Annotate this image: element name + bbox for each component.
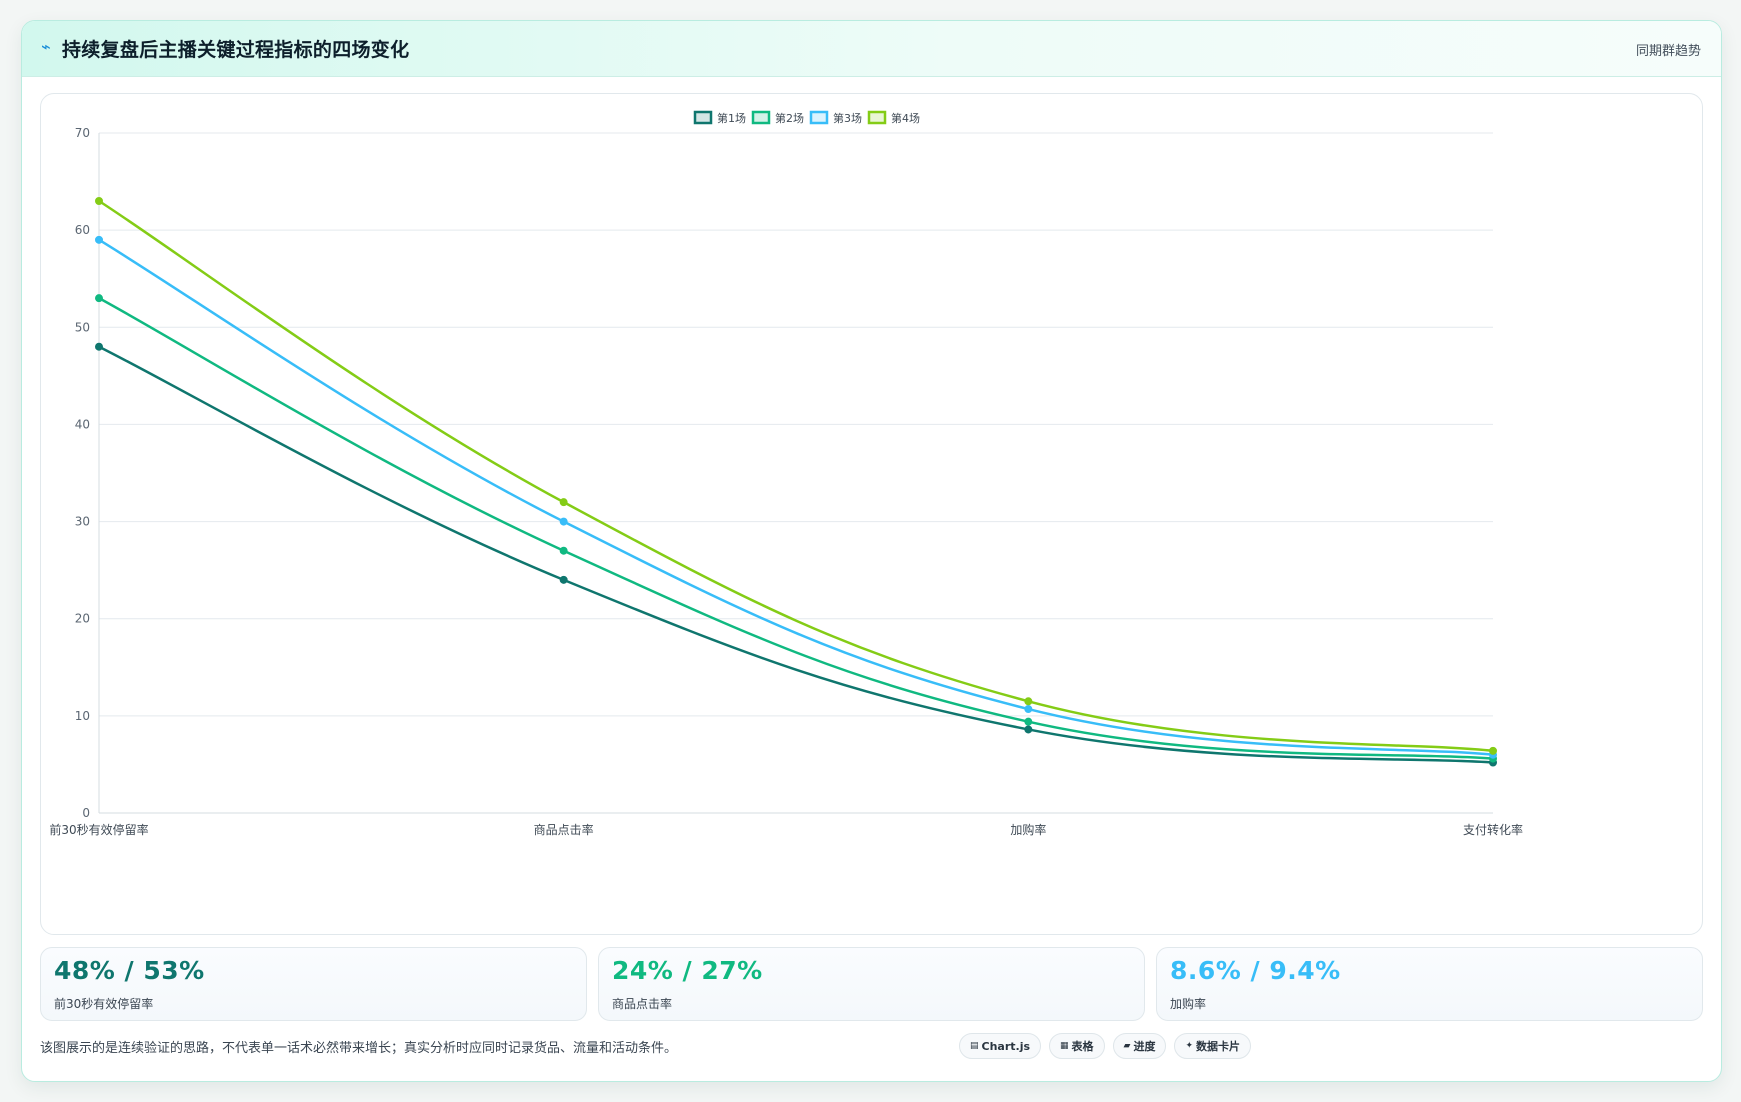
y-tick-label: 30 xyxy=(75,515,90,529)
data-point xyxy=(95,342,103,351)
kpi-label: 加购率 xyxy=(1170,997,1207,1011)
y-tick-label: 40 xyxy=(75,417,90,431)
legend-label: 第2场 xyxy=(775,111,804,125)
chartjs-button[interactable]: ▤ Chart.js xyxy=(959,1033,1042,1059)
header-tag: 同期群趋势 xyxy=(1635,44,1701,59)
data-point xyxy=(95,294,103,303)
data-point xyxy=(95,197,103,205)
tool-label: 进度 xyxy=(1133,1040,1156,1053)
data-point xyxy=(95,235,103,244)
line-chart: 0 10 20 30 40 50 60 70 前30秒有效停留率 商品点击率 加购率 支付转化率 第1场… xyxy=(49,110,1523,837)
legend-swatch xyxy=(693,110,713,125)
chart-card: ⌁ 持续复盘后主播关键过程指标的四场变化 同期群趋势 0 10 20 30 40 50 60… xyxy=(21,20,1722,1082)
kpi-card-retention: 48% / 53% 前30秒有效停留率 xyxy=(40,947,587,1021)
y-tick-label: 20 xyxy=(75,612,90,626)
chart-title: 持续复盘后主播关键过程指标的四场变化 xyxy=(62,39,410,61)
legend-swatch xyxy=(751,110,771,125)
kpi-card-cart: 8.6% / 9.4% 加购率 xyxy=(1156,947,1703,1021)
y-tick-label: 60 xyxy=(75,223,90,237)
chart-area: 0 10 20 30 40 50 60 70 前30秒有效停留率 商品点击率 加购率 支付转化率 第1场… xyxy=(40,93,1703,935)
data-point xyxy=(1024,705,1033,714)
x-tick-label: 前30秒有效停留率 xyxy=(49,822,148,837)
y-tick-label: 0 xyxy=(82,806,90,820)
kpi-card-click: 24% / 27% 商品点击率 xyxy=(598,947,1145,1021)
x-tick-label: 商品点击率 xyxy=(534,822,594,837)
y-tick-label: 50 xyxy=(75,320,90,334)
x-tick-label: 加购率 xyxy=(1010,822,1046,837)
data-point xyxy=(559,498,568,507)
kpi-value: 48% / 53% xyxy=(54,956,205,985)
series-line xyxy=(98,238,1494,756)
data-point xyxy=(559,517,568,526)
y-tick-label: 70 xyxy=(75,126,90,140)
tool-label: 数据卡片 xyxy=(1196,1040,1241,1053)
progress-button[interactable]: ▰ 进度 xyxy=(1112,1033,1167,1059)
footnote: 该图展示的是连续验证的思路，不代表单一话术必然带来增长；真实分析时应同时记录货品… xyxy=(40,1041,678,1056)
table-icon: ▦ xyxy=(1060,1041,1069,1051)
progress-icon: ▰ xyxy=(1123,1041,1131,1051)
table-button[interactable]: ▦ 表格 xyxy=(1049,1033,1105,1059)
data-point xyxy=(1024,697,1033,706)
legend-swatch xyxy=(867,110,887,125)
data-point xyxy=(559,546,568,555)
tool-label: Chart.js xyxy=(981,1039,1031,1053)
tool-label: 表格 xyxy=(1071,1040,1094,1053)
data-point xyxy=(559,575,568,584)
legend-label: 第3场 xyxy=(833,111,862,125)
legend-label: 第4场 xyxy=(891,111,920,125)
kpi-label: 前30秒有效停留率 xyxy=(54,997,154,1011)
legend-label: 第1场 xyxy=(717,111,746,125)
sparkle-icon: ✦ xyxy=(1185,1041,1194,1051)
data-point xyxy=(1489,746,1497,755)
trend-icon: ⌁ xyxy=(41,37,51,56)
legend-swatch xyxy=(809,110,829,125)
kpi-value: 8.6% / 9.4% xyxy=(1170,956,1341,985)
data-point xyxy=(1024,717,1033,726)
series-line xyxy=(98,297,1494,760)
series-line xyxy=(98,199,1494,753)
chart-icon: ▤ xyxy=(970,1041,979,1051)
data-point xyxy=(1024,725,1033,734)
kpi-label: 商品点击率 xyxy=(612,997,673,1011)
series-line xyxy=(98,345,1494,764)
kpi-value: 24% / 27% xyxy=(612,956,763,985)
tool-buttons: ▤ Chart.js ▦ 表格 ▰ 进度 ✦ 数据卡片 xyxy=(959,1033,1252,1059)
y-tick-label: 10 xyxy=(75,709,90,723)
card-header: ⌁ 持续复盘后主播关键过程指标的四场变化 同期群趋势 xyxy=(22,21,1721,77)
data-card-button[interactable]: ✦ 数据卡片 xyxy=(1174,1033,1252,1059)
x-tick-label: 支付转化率 xyxy=(1463,822,1523,837)
